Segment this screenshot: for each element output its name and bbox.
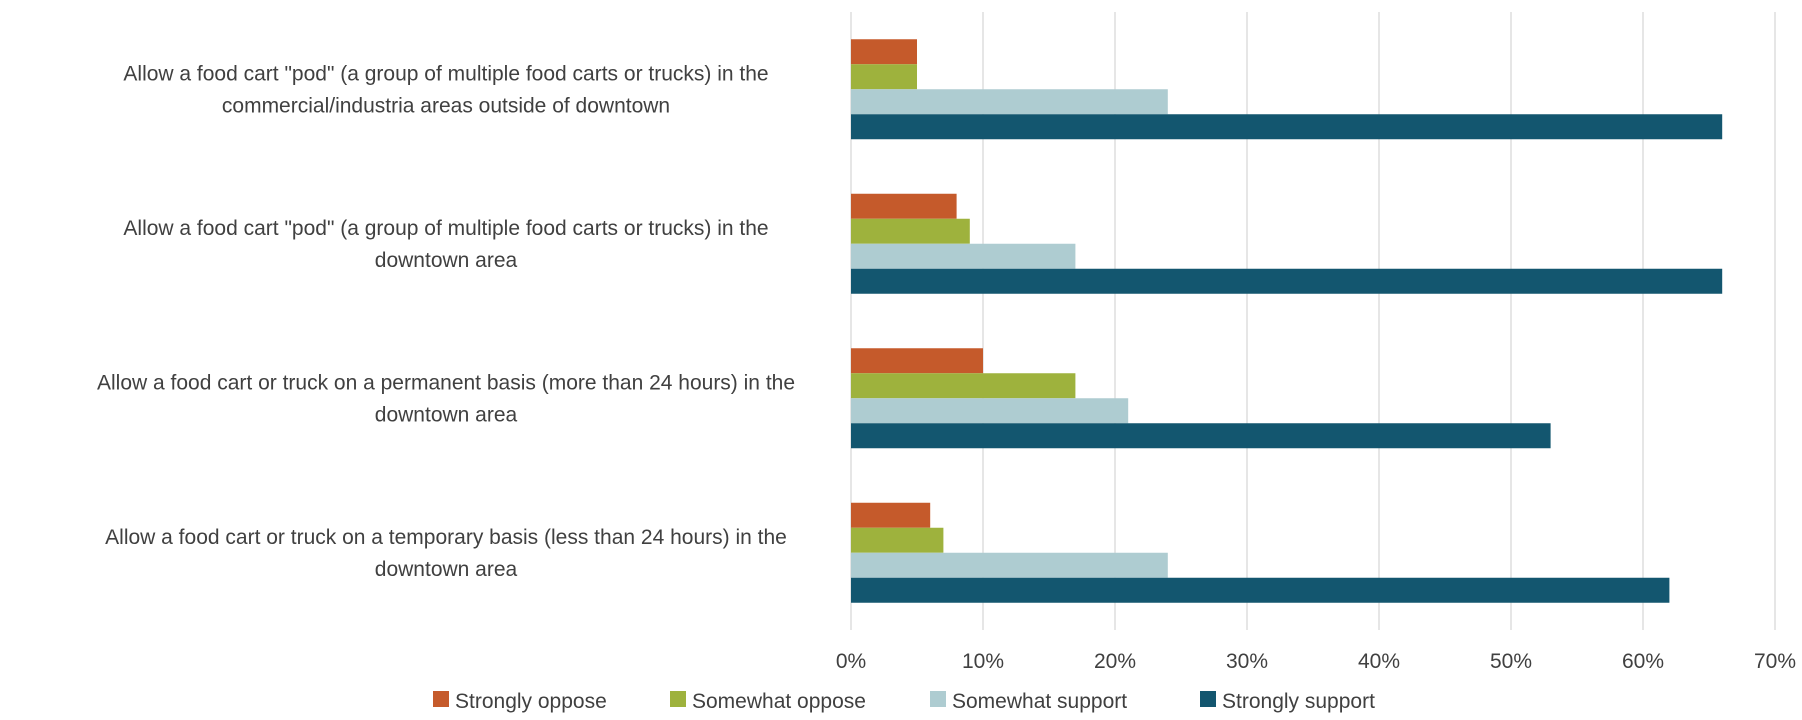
bar-strongly-support (851, 423, 1551, 449)
category-labels: Allow a food cart "pod" (a group of mult… (97, 62, 795, 581)
category-label: Allow a food cart or truck on a temporar… (105, 526, 787, 581)
category-label: Allow a food cart "pod" (a group of mult… (123, 62, 768, 117)
x-tick-label: 0% (836, 650, 866, 673)
legend-label: Somewhat oppose (692, 690, 866, 713)
bar-somewhat-support (851, 552, 1168, 578)
bar-somewhat-oppose (851, 527, 944, 553)
bar-strongly-oppose (851, 193, 957, 219)
bar-strongly-support (851, 114, 1723, 140)
legend-label: Strongly support (1222, 690, 1375, 713)
legend-swatch (670, 691, 686, 707)
bar-strongly-support (851, 577, 1670, 603)
category-label: Allow a food cart or truck on a permanen… (97, 371, 795, 426)
legend: Strongly oppose Somewhat oppose Somewhat s… (433, 690, 1375, 713)
bar-somewhat-support (851, 89, 1168, 115)
x-tick-label: 70% (1754, 650, 1796, 673)
legend-item-somewhat-oppose: Somewhat oppose (670, 690, 866, 713)
x-tick-label: 30% (1226, 650, 1268, 673)
x-tick-label: 20% (1094, 650, 1136, 673)
x-axis-tick-labels: 0% 10% 20% 30% 40% 50% 60% 70% (836, 650, 1796, 673)
legend-swatch (930, 691, 946, 707)
bar-somewhat-oppose (851, 64, 917, 90)
bar-strongly-oppose (851, 39, 917, 65)
bars (851, 39, 1723, 603)
x-tick-label: 50% (1490, 650, 1532, 673)
x-tick-label: 10% (962, 650, 1004, 673)
bar-somewhat-support (851, 243, 1076, 269)
legend-item-strongly-support: Strongly support (1200, 690, 1375, 713)
bar-somewhat-support (851, 398, 1129, 424)
legend-item-somewhat-support: Somewhat support (930, 690, 1127, 713)
bar-strongly-support (851, 268, 1723, 294)
x-tick-label: 60% (1622, 650, 1664, 673)
legend-label: Strongly oppose (455, 690, 607, 713)
x-tick-label: 40% (1358, 650, 1400, 673)
legend-label: Somewhat support (952, 690, 1127, 713)
bar-strongly-oppose (851, 502, 931, 528)
legend-swatch (1200, 691, 1216, 707)
bar-somewhat-oppose (851, 373, 1076, 399)
category-label: Allow a food cart "pod" (a group of mult… (123, 217, 768, 272)
bar-strongly-oppose (851, 348, 983, 374)
legend-swatch (433, 691, 449, 707)
bar-somewhat-oppose (851, 218, 970, 244)
legend-item-strongly-oppose: Strongly oppose (433, 690, 607, 713)
